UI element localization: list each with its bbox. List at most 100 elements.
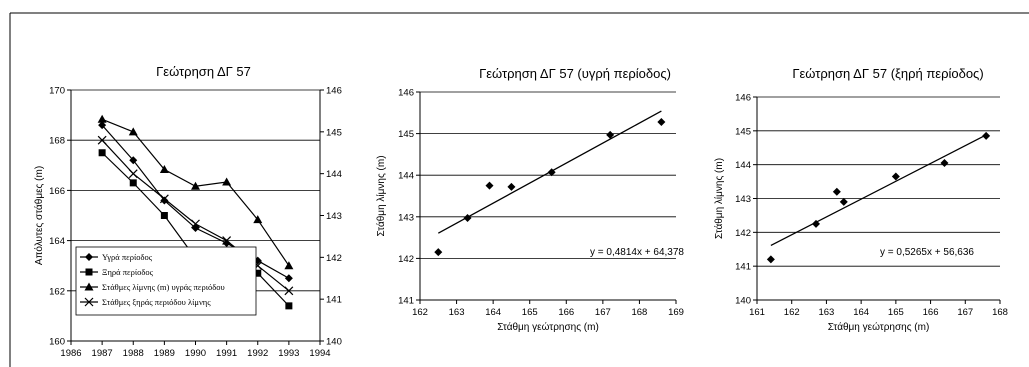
x-tick-label: 1989 [154,348,175,359]
y-left-tick-label: 160 [49,337,65,348]
data-point-s3-4 [191,181,200,190]
x-tick-label: 169 [668,307,684,318]
legend-box [75,246,257,316]
trendline [770,134,987,247]
marker-stroke [191,219,200,229]
x-tick-label: 1987 [92,348,113,359]
x-axis-label: Στάθμη γεώτρησης (m) [497,321,599,333]
data-point-s1-5 [222,239,231,248]
data-point-s1-3 [160,196,169,205]
data-point-5 [891,172,900,181]
x-tick-label: 168 [631,307,647,318]
legend-entry: Στάθμες λίμνης (m) υγράς περιόδου [102,282,225,292]
data-point-s1-1 [98,121,107,130]
data-point-s4-5 [222,236,232,246]
data-point-s1-2 [129,156,138,165]
y-tick-label: 145 [735,126,751,137]
legend-marker [84,297,94,307]
legend-entry: Υγρά περίοδος [102,252,153,262]
y-tick-label: 145 [398,129,414,140]
y-right-tick-label: 141 [326,295,342,306]
legend-entry: Ξηρά περίοδος [102,267,154,277]
marker-stroke [284,286,294,296]
x-tick-label: 165 [522,307,538,318]
marker-stroke [97,135,107,145]
series-line-3 [101,118,290,267]
x-tick-label: 1991 [216,348,237,359]
y-axis-label: Στάθμη λίμνης (m) [375,155,387,236]
x-tick-label: 1986 [60,348,81,359]
y-tick-label: 142 [398,254,414,265]
data-point-2 [812,219,821,228]
x-tick-label: 162 [412,307,428,318]
x-tick-label: 1994 [309,348,330,359]
x-tick-label: 165 [888,307,904,318]
data-point-s4-2 [128,169,138,179]
data-point-s1-7 [284,274,293,283]
y-left-tick-label: 170 [49,86,65,97]
x-tick-label: 162 [784,307,800,318]
trendline-equation: y = 0,5265x + 56,636 [880,247,974,258]
x-tick-label: 1993 [278,348,299,359]
y-tick-label: 141 [735,262,751,273]
data-point-s3-1 [97,114,107,123]
legend-marker [84,282,94,291]
y-tick-label: 140 [735,296,751,307]
legend-marker [85,253,93,261]
data-point-s2-6 [254,269,262,277]
marker-stroke [128,169,138,179]
data-point-4 [507,182,516,191]
data-point-s2-7 [285,302,293,310]
time-series-chart: Γεώτρηση ΔΓ 57 160 162 164 166 168 170 140 141 14… [33,64,342,359]
data-point-s3-7 [284,261,294,270]
marker-stroke [159,194,169,204]
chart-title: Γεώτρηση ΔΓ 57 (ξηρή περίοδος) [792,66,983,81]
data-point-1 [766,255,775,264]
data-point-4 [839,197,848,206]
y-right-tick-label: 143 [326,211,342,222]
data-point-s3-2 [128,127,138,136]
scatter-chart-dry-period: Γεώτρηση ΔΓ 57 (ξηρή περίοδος) 140 141 142 1… [713,66,1008,333]
x-tick-label: 167 [957,307,973,318]
marker-stroke [84,297,94,307]
y-tick-label: 141 [398,296,414,307]
x-tick-label: 164 [853,307,869,318]
y-right-tick-label: 146 [326,86,342,97]
y-tick-label: 146 [398,88,414,99]
data-point-s4-4 [191,219,200,229]
data-point-1 [434,248,443,257]
y-left-tick-label: 166 [49,186,65,197]
y-right-tick-label: 140 [326,337,342,348]
data-point-s2-3 [160,212,168,219]
y-tick-label: 143 [398,212,414,223]
x-axis-label: Στάθμη γεώτρησης (m) [828,321,930,333]
y-tick-label: 142 [735,228,751,239]
y-left-tick-label: 164 [49,236,65,247]
data-point-2 [463,214,472,223]
marker-stroke [222,236,232,246]
y-axis-label: Απόλυτες στάθμες (m) [33,166,45,265]
y-tick-label: 144 [735,160,751,171]
x-tick-label: 1988 [123,348,144,359]
data-point-s3-3 [159,164,169,173]
data-point-7 [657,117,666,126]
x-tick-label: 164 [485,307,501,318]
x-tick-label: 167 [595,307,611,318]
legend-entry: Στάθμες ξηράς περιόδου λίμνης [102,297,211,307]
y-tick-label: 146 [735,93,751,104]
x-tick-label: 1992 [247,348,268,359]
y-tick-label: 144 [398,171,414,182]
chart-title: Γεώτρηση ΔΓ 57 [156,64,251,79]
data-point-s4-1 [97,135,107,145]
chart-title: Γεώτρηση ΔΓ 57 (υγρή περίοδος) [479,66,671,81]
data-point-7 [982,131,991,140]
scatter-chart-wet-period: Γεώτρηση ΔΓ 57 (υγρή περίοδος) 141 142 143 1… [375,66,684,333]
data-point-3 [832,187,841,196]
x-tick-label: 1990 [185,348,206,359]
x-tick-label: 163 [818,307,834,318]
x-tick-label: 161 [749,307,765,318]
x-tick-label: 168 [992,307,1008,318]
x-tick-label: 166 [923,307,939,318]
y-right-tick-label: 142 [326,253,342,264]
